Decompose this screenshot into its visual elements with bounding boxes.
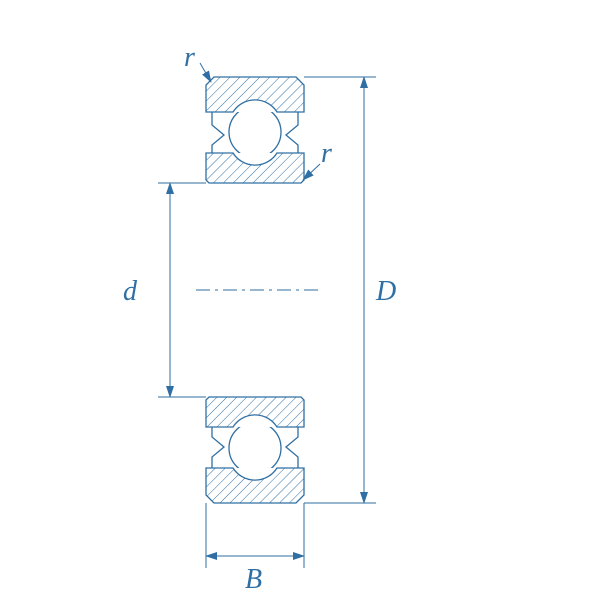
lower-half: [206, 397, 304, 503]
outer-ring-upper: [206, 77, 304, 112]
label-D: D: [375, 276, 396, 307]
dim-r-mid: r: [303, 138, 332, 180]
bearing-section-diagram: d D B r r: [0, 0, 600, 600]
ball-upper: [229, 106, 281, 158]
inner-ring-lower: [206, 397, 304, 427]
outer-ring-lower: [206, 468, 304, 503]
seal-lower-left: [212, 427, 224, 468]
label-r-mid: r: [321, 138, 332, 169]
seal-lower-right: [286, 427, 298, 468]
dim-r-top: r: [184, 42, 211, 82]
label-B: B: [245, 564, 262, 595]
ball-lower: [229, 422, 281, 474]
upper-half: [206, 77, 304, 183]
seal-upper-right: [286, 112, 298, 153]
inner-ring-upper: [206, 153, 304, 183]
dim-d: d: [123, 183, 206, 397]
label-r-top: r: [184, 42, 195, 73]
label-d: d: [123, 276, 138, 307]
seal-upper-left: [212, 112, 224, 153]
dim-B: B: [206, 503, 304, 595]
